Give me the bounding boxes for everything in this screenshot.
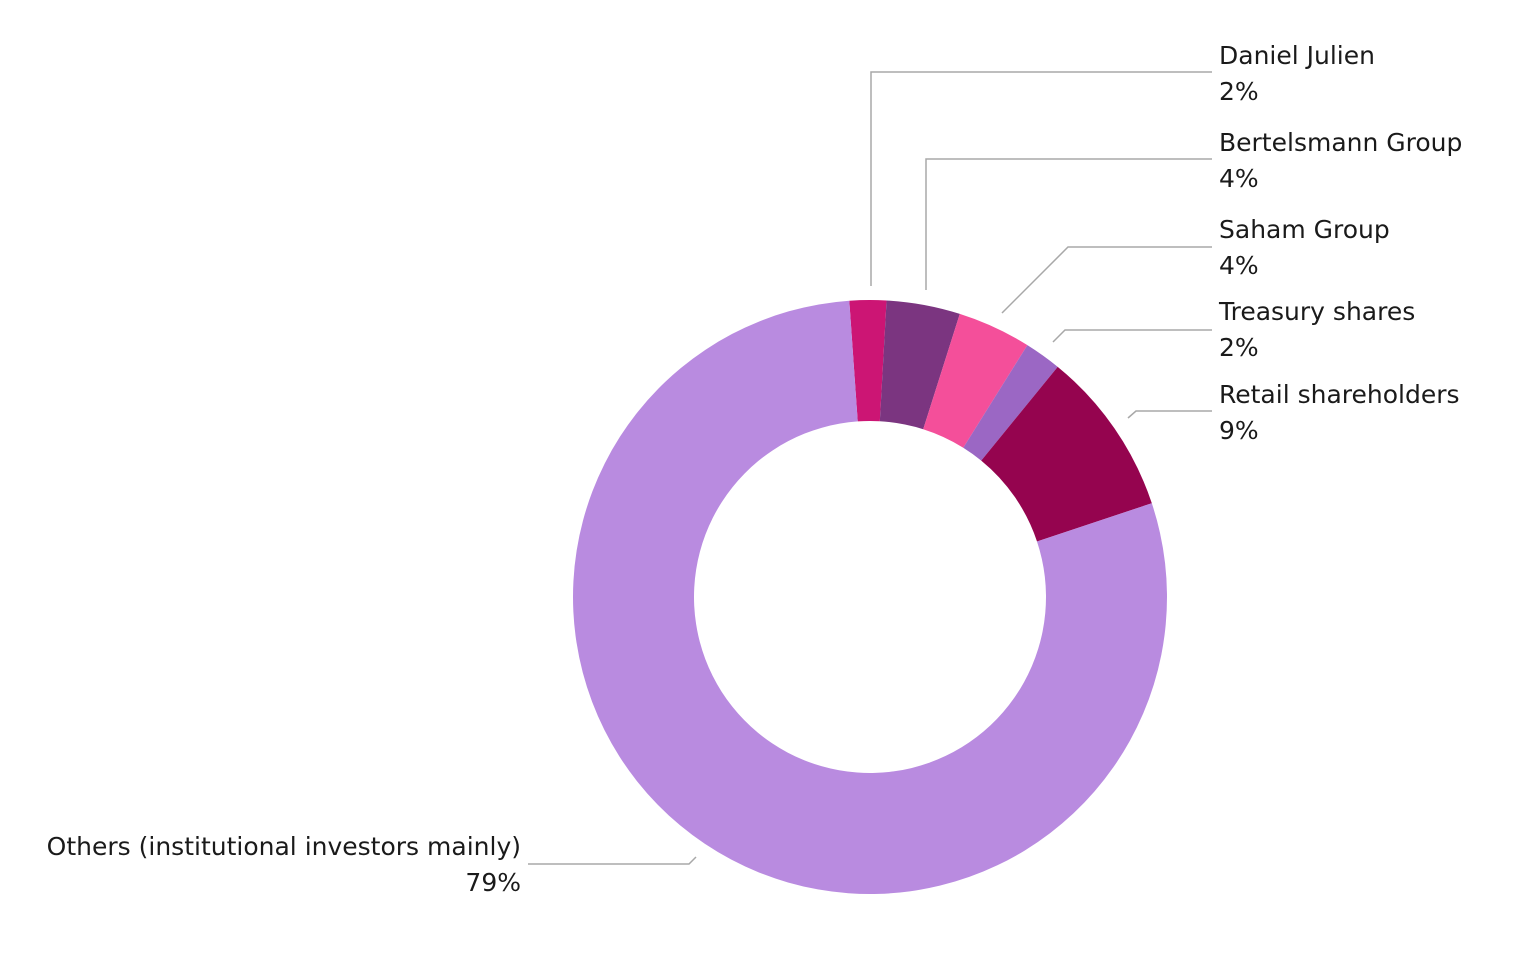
label-name: Bertelsmann Group xyxy=(1219,128,1463,157)
leader-line-daniel xyxy=(870,71,1212,286)
leader-line-retail xyxy=(1127,410,1212,419)
label-percent: 2% xyxy=(1219,333,1259,362)
label-percent: 4% xyxy=(1219,251,1259,280)
leader-line-saham xyxy=(1001,246,1212,314)
label-treasury-shares: Treasury shares 2% xyxy=(1219,294,1415,366)
leader-line-bertelsmann xyxy=(925,158,1212,290)
label-name: Others (institutional investors mainly) xyxy=(46,832,521,861)
label-daniel-julien: Daniel Julien 2% xyxy=(1219,38,1375,110)
label-others: Others (institutional investors mainly) … xyxy=(47,829,521,901)
slice-retail-shareholders xyxy=(981,366,1152,542)
label-name: Daniel Julien xyxy=(1219,41,1375,70)
leader-line-treasury xyxy=(1052,329,1212,343)
slice-bertelsmann-group xyxy=(879,300,960,430)
leader-lines xyxy=(528,71,1212,865)
slice-others-institutional-investors-mainly xyxy=(573,300,1167,894)
label-name: Treasury shares xyxy=(1219,297,1416,326)
label-name: Saham Group xyxy=(1219,215,1390,244)
leader-line-others xyxy=(528,856,697,865)
label-name: Retail shareholders xyxy=(1219,380,1460,409)
slice-treasury-shares xyxy=(963,345,1058,461)
donut-slices xyxy=(573,299,1167,894)
label-percent: 4% xyxy=(1219,164,1259,193)
label-percent: 79% xyxy=(465,868,521,897)
label-saham-group: Saham Group 4% xyxy=(1219,212,1390,284)
slice-saham-group xyxy=(923,313,1028,448)
label-percent: 2% xyxy=(1219,77,1259,106)
label-bertelsmann-group: Bertelsmann Group 4% xyxy=(1219,125,1462,197)
slice-daniel-julien xyxy=(849,299,887,422)
label-percent: 9% xyxy=(1219,416,1259,445)
label-retail-shareholders: Retail shareholders 9% xyxy=(1219,377,1460,449)
